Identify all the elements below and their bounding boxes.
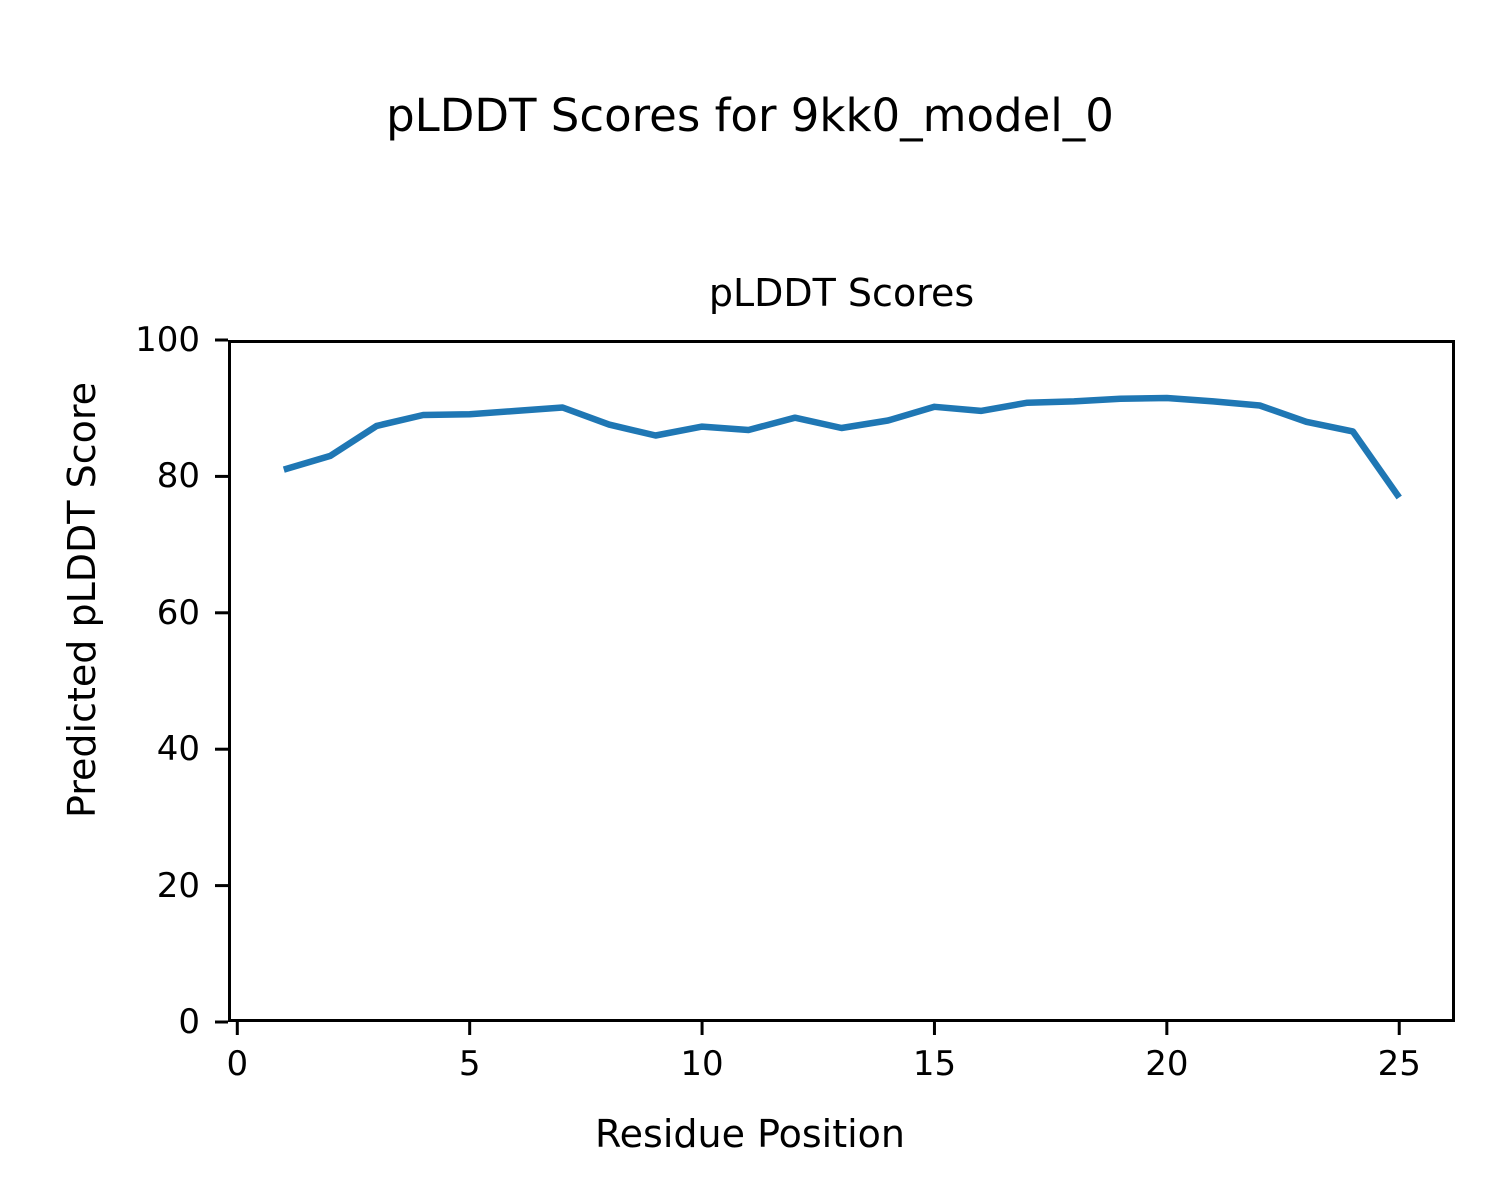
y-tick-label: 0 [178, 1002, 200, 1042]
axes-frame [228, 340, 1455, 1022]
x-tick-label: 10 [680, 1044, 724, 1084]
x-tick-label: 25 [1377, 1044, 1421, 1084]
y-tick-label: 100 [135, 320, 200, 360]
axes-title: pLDDT Scores [708, 271, 975, 315]
y-tick-label: 60 [156, 592, 200, 633]
y-tick-label: 40 [156, 729, 200, 770]
x-tick-label: 0 [226, 1044, 249, 1084]
plddt-line [282, 394, 1402, 500]
figure-title: pLDDT Scores for 9kk0_model_0 [386, 89, 1114, 142]
x-tick-label: 20 [1145, 1044, 1189, 1084]
x-tick-label: 5 [458, 1044, 481, 1084]
x-tick-label: 15 [912, 1044, 957, 1084]
plot-area [215, 338, 1455, 1035]
y-tick-label: 20 [156, 865, 200, 906]
x-axis-label: Residue Position [594, 1112, 906, 1156]
y-tick-label: 80 [156, 456, 200, 497]
